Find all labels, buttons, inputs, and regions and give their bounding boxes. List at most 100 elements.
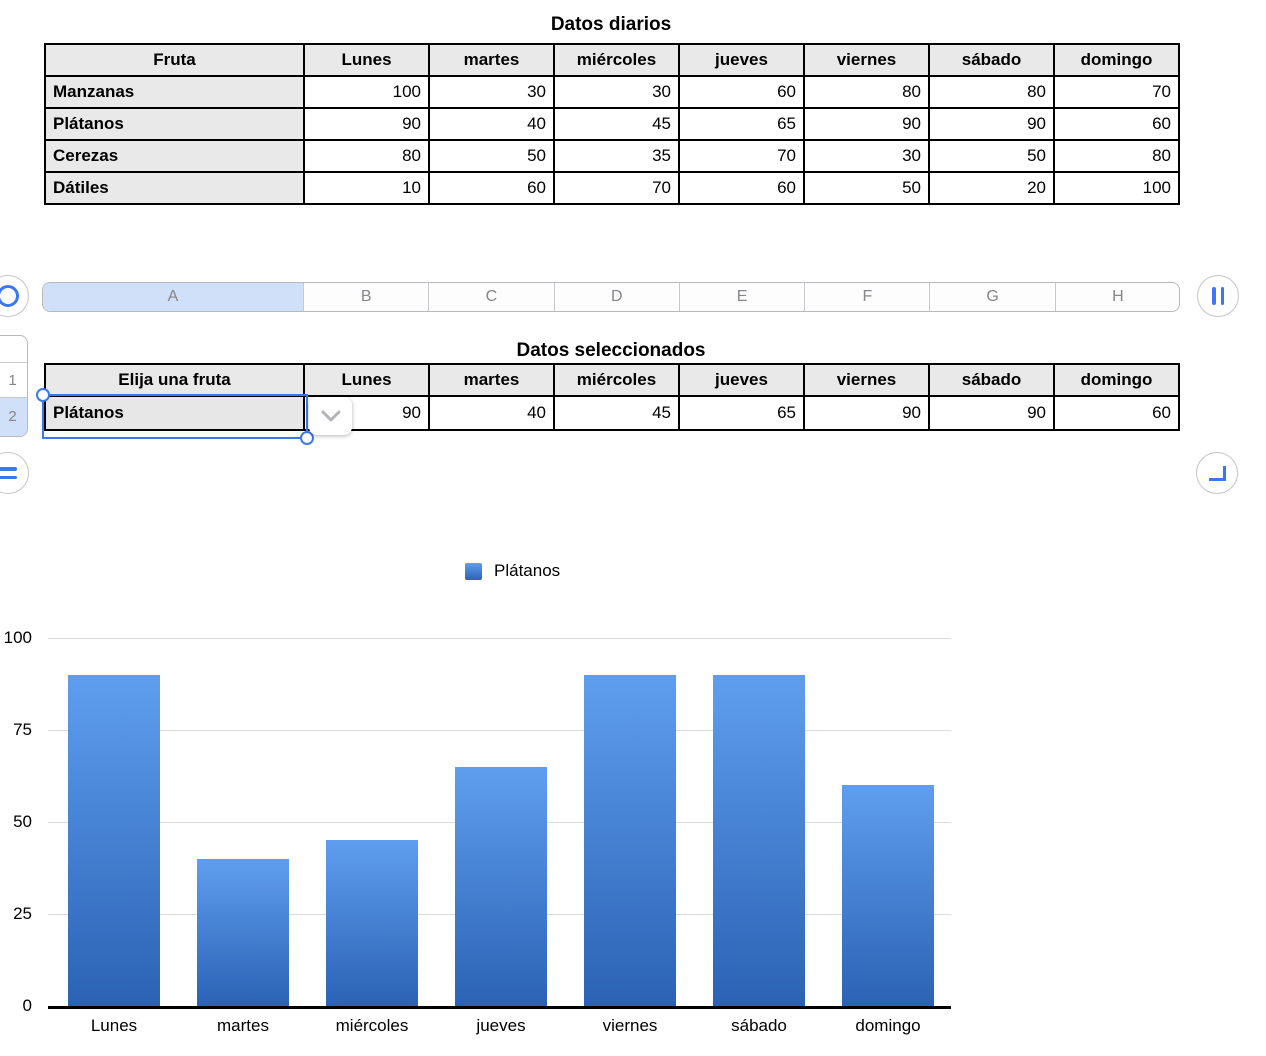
- daily-cell[interactable]: 70: [553, 171, 680, 205]
- fruit-select-cell[interactable]: Plátanos: [44, 395, 305, 431]
- daily-cell[interactable]: 70: [678, 139, 805, 173]
- bar-martes[interactable]: [197, 858, 289, 1006]
- daily-cell[interactable]: 70: [1053, 75, 1180, 109]
- y-tick-label-25: 25: [13, 904, 32, 923]
- x-tick-label-martes: martes: [217, 1016, 269, 1035]
- daily-cell[interactable]: 60: [428, 171, 555, 205]
- bar-domingo[interactable]: [842, 785, 934, 1006]
- selected-cell[interactable]: 90: [803, 395, 930, 431]
- x-tick-label-miercoles: miércoles: [335, 1016, 409, 1035]
- bar-sabado[interactable]: [713, 674, 805, 1006]
- add-row-button[interactable]: [0, 452, 29, 494]
- daily-cell[interactable]: 60: [678, 171, 805, 205]
- chart-y-axis-labels: 0 25 50 75 100: [0, 628, 34, 1018]
- row-header-2[interactable]: 2: [0, 396, 27, 436]
- daily-cell[interactable]: 65: [678, 107, 805, 141]
- selected-header-row: Elija una fruta Lunes martes miércoles j…: [44, 363, 1180, 397]
- column-header-F[interactable]: F: [804, 283, 929, 311]
- daily-cell[interactable]: 20: [928, 171, 1055, 205]
- column-header-D[interactable]: D: [553, 283, 679, 311]
- daily-row-label[interactable]: Cerezas: [44, 139, 305, 173]
- selected-cell[interactable]: 40: [428, 395, 555, 431]
- selected-header-day[interactable]: viernes: [803, 363, 930, 397]
- selected-header-day[interactable]: Lunes: [303, 363, 430, 397]
- bar-chart[interactable]: [48, 638, 951, 1006]
- x-tick-label-domingo: domingo: [855, 1016, 921, 1035]
- chart-legend[interactable]: Plátanos: [465, 561, 560, 581]
- daily-header-row: Fruta Lunes martes miércoles jueves vier…: [44, 43, 1180, 77]
- bar-viernes[interactable]: [584, 674, 676, 1006]
- bar-miercoles[interactable]: [326, 840, 418, 1006]
- table-row: Dátiles 10 60 70 60 50 20 100: [44, 171, 1180, 205]
- daily-row-label[interactable]: Dátiles: [44, 171, 305, 205]
- daily-header-day[interactable]: Lunes: [303, 43, 430, 77]
- corner-bracket-icon: [1208, 465, 1226, 481]
- daily-cell[interactable]: 100: [303, 75, 430, 109]
- daily-cell[interactable]: 80: [303, 139, 430, 173]
- daily-cell[interactable]: 90: [928, 107, 1055, 141]
- daily-row-label[interactable]: Manzanas: [44, 75, 305, 109]
- selected-header-day[interactable]: jueves: [678, 363, 805, 397]
- daily-cell[interactable]: 80: [1053, 139, 1180, 173]
- daily-header-day[interactable]: viernes: [803, 43, 930, 77]
- y-tick-label-50: 50: [13, 812, 32, 831]
- selected-header-day[interactable]: martes: [428, 363, 555, 397]
- fruit-dropdown-button[interactable]: [309, 397, 352, 435]
- daily-cell[interactable]: 10: [303, 171, 430, 205]
- daily-header-fruta[interactable]: Fruta: [44, 43, 305, 77]
- daily-header-day[interactable]: jueves: [678, 43, 805, 77]
- daily-cell[interactable]: 45: [553, 107, 680, 141]
- daily-cell[interactable]: 30: [553, 75, 680, 109]
- daily-cell[interactable]: 40: [428, 107, 555, 141]
- column-header-C[interactable]: C: [428, 283, 553, 311]
- daily-cell[interactable]: 50: [428, 139, 555, 173]
- daily-header-day[interactable]: miércoles: [553, 43, 680, 77]
- daily-header-day[interactable]: sábado: [928, 43, 1055, 77]
- selected-header-day[interactable]: miércoles: [553, 363, 680, 397]
- selection-handle-bottom-right[interactable]: [300, 431, 314, 445]
- selected-cell[interactable]: 90: [928, 395, 1055, 431]
- daily-cell[interactable]: 50: [803, 171, 930, 205]
- selection-handle-top-left[interactable]: [36, 388, 50, 402]
- y-tick-label-100: 100: [3, 628, 32, 647]
- daily-cell[interactable]: 90: [803, 107, 930, 141]
- daily-cell[interactable]: 35: [553, 139, 680, 173]
- daily-cell[interactable]: 90: [303, 107, 430, 141]
- choose-fruit-header[interactable]: Elija una fruta: [44, 363, 305, 397]
- daily-cell[interactable]: 30: [803, 139, 930, 173]
- column-header-G[interactable]: G: [929, 283, 1054, 311]
- row-header-title[interactable]: [0, 336, 27, 362]
- daily-cell[interactable]: 80: [803, 75, 930, 109]
- daily-header-day[interactable]: martes: [428, 43, 555, 77]
- daily-row-label[interactable]: Plátanos: [44, 107, 305, 141]
- add-column-button[interactable]: [1197, 275, 1239, 317]
- circle-ring-icon: [0, 285, 19, 307]
- selected-header-day[interactable]: domingo: [1053, 363, 1180, 397]
- row-header-1[interactable]: 1: [0, 362, 27, 396]
- column-header-E[interactable]: E: [678, 283, 804, 311]
- daily-cell[interactable]: 50: [928, 139, 1055, 173]
- table-row: Plátanos 90 40 45 65 90 90 60: [44, 107, 1180, 141]
- daily-cell[interactable]: 80: [928, 75, 1055, 109]
- x-tick-label-viernes: viernes: [602, 1016, 658, 1035]
- column-header-B[interactable]: B: [303, 283, 428, 311]
- bar-lunes[interactable]: [68, 674, 160, 1006]
- daily-cell[interactable]: 60: [1053, 107, 1180, 141]
- daily-cell[interactable]: 30: [428, 75, 555, 109]
- daily-header-day[interactable]: domingo: [1053, 43, 1180, 77]
- table-handle-button[interactable]: [0, 275, 29, 317]
- gridline-100: [48, 638, 951, 639]
- daily-cell[interactable]: 100: [1053, 171, 1180, 205]
- y-tick-label-0: 0: [22, 996, 32, 1015]
- selected-cell[interactable]: 45: [553, 395, 680, 431]
- table-resize-button[interactable]: [1196, 452, 1238, 494]
- column-header-H[interactable]: H: [1054, 283, 1179, 311]
- column-header-A[interactable]: A: [43, 283, 303, 311]
- bar-jueves[interactable]: [455, 766, 547, 1006]
- daily-cell[interactable]: 60: [678, 75, 805, 109]
- selected-table: Elija una fruta Lunes martes miércoles j…: [44, 363, 1180, 431]
- selected-cell[interactable]: 65: [678, 395, 805, 431]
- x-tick-label-jueves: jueves: [476, 1016, 526, 1035]
- selected-header-day[interactable]: sábado: [928, 363, 1055, 397]
- selected-cell[interactable]: 60: [1053, 395, 1180, 431]
